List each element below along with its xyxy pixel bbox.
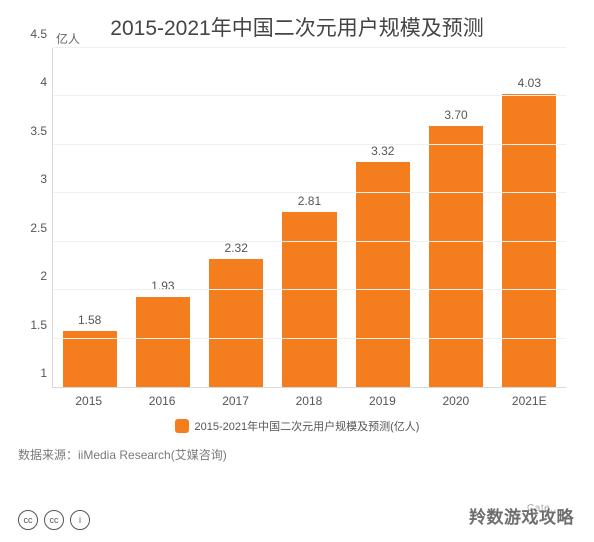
- chart-container: 2015-2021年中国二次元用户规模及预测 亿人 1.58 1.93 2.32 2.…: [0, 0, 594, 542]
- license-icons: cccci: [18, 510, 90, 530]
- bar: [356, 162, 410, 387]
- legend: 2015-2021年中国二次元用户规模及预测(亿人): [18, 418, 576, 434]
- x-tick-label: 2016: [125, 394, 198, 408]
- bars-group: 1.58 1.93 2.32 2.81 3.32 3.70 4.03: [53, 48, 566, 387]
- y-tick-label: 1: [40, 366, 47, 380]
- y-tick-label: 2: [40, 269, 47, 283]
- bar: [209, 259, 263, 387]
- y-axis-unit: 亿人: [56, 30, 80, 47]
- bar: [136, 297, 190, 387]
- bar-column: 1.93: [126, 48, 199, 387]
- bar-column: 2.81: [273, 48, 346, 387]
- bar: [282, 212, 336, 387]
- x-tick-label: 2015: [52, 394, 125, 408]
- data-source: 数据来源：iiMedia Research(艾媒咨询): [18, 446, 576, 463]
- bar-column: 2.32: [200, 48, 273, 387]
- y-tick-label: 4.5: [30, 27, 47, 41]
- legend-label: 2015-2021年中国二次元用户规模及预测(亿人): [195, 418, 420, 434]
- chart-title: 2015-2021年中国二次元用户规模及预测: [18, 12, 576, 42]
- bar-value-label: 1.58: [78, 313, 101, 327]
- y-tick-label: 4: [40, 75, 47, 89]
- y-tick-label: 3.5: [30, 124, 47, 138]
- gridline: [53, 289, 566, 290]
- bar-value-label: 3.32: [371, 144, 394, 158]
- y-tick-label: 3: [40, 172, 47, 186]
- bar-value-label: 2.32: [225, 241, 248, 255]
- bar-value-label: 4.03: [518, 76, 541, 90]
- y-tick-label: 2.5: [30, 221, 47, 235]
- y-tick-label: 1.5: [30, 318, 47, 332]
- cc-icon: cc: [18, 510, 38, 530]
- gridline: [53, 144, 566, 145]
- bar-value-label: 3.70: [444, 108, 467, 122]
- legend-swatch: [175, 419, 189, 433]
- x-tick-label: 2019: [346, 394, 419, 408]
- cc-icon: cc: [44, 510, 64, 530]
- gridline: [53, 338, 566, 339]
- bar-value-label: 1.93: [151, 279, 174, 293]
- gridline: [53, 192, 566, 193]
- bar-column: 3.32: [346, 48, 419, 387]
- bar: [63, 331, 117, 387]
- x-tick-label: 2017: [199, 394, 272, 408]
- x-axis-ticks: 2015201620172018201920202021E: [52, 394, 566, 408]
- watermark-primary: 羚数游戏攻略: [469, 503, 574, 528]
- bar: [429, 126, 483, 388]
- bar-column: 3.70: [419, 48, 492, 387]
- bar-column: 4.03: [493, 48, 566, 387]
- plot-area: 1.581.932.322.813.323.704.03 11.522.533.…: [52, 48, 566, 388]
- bar-value-label: 2.81: [298, 194, 321, 208]
- x-tick-label: 2018: [272, 394, 345, 408]
- gridline: [53, 95, 566, 96]
- gridline: [53, 47, 566, 48]
- bar-column: 1.58: [53, 48, 126, 387]
- x-tick-label: 2020: [419, 394, 492, 408]
- x-tick-label: 2021E: [493, 394, 566, 408]
- cc-icon: i: [70, 510, 90, 530]
- gridline: [53, 241, 566, 242]
